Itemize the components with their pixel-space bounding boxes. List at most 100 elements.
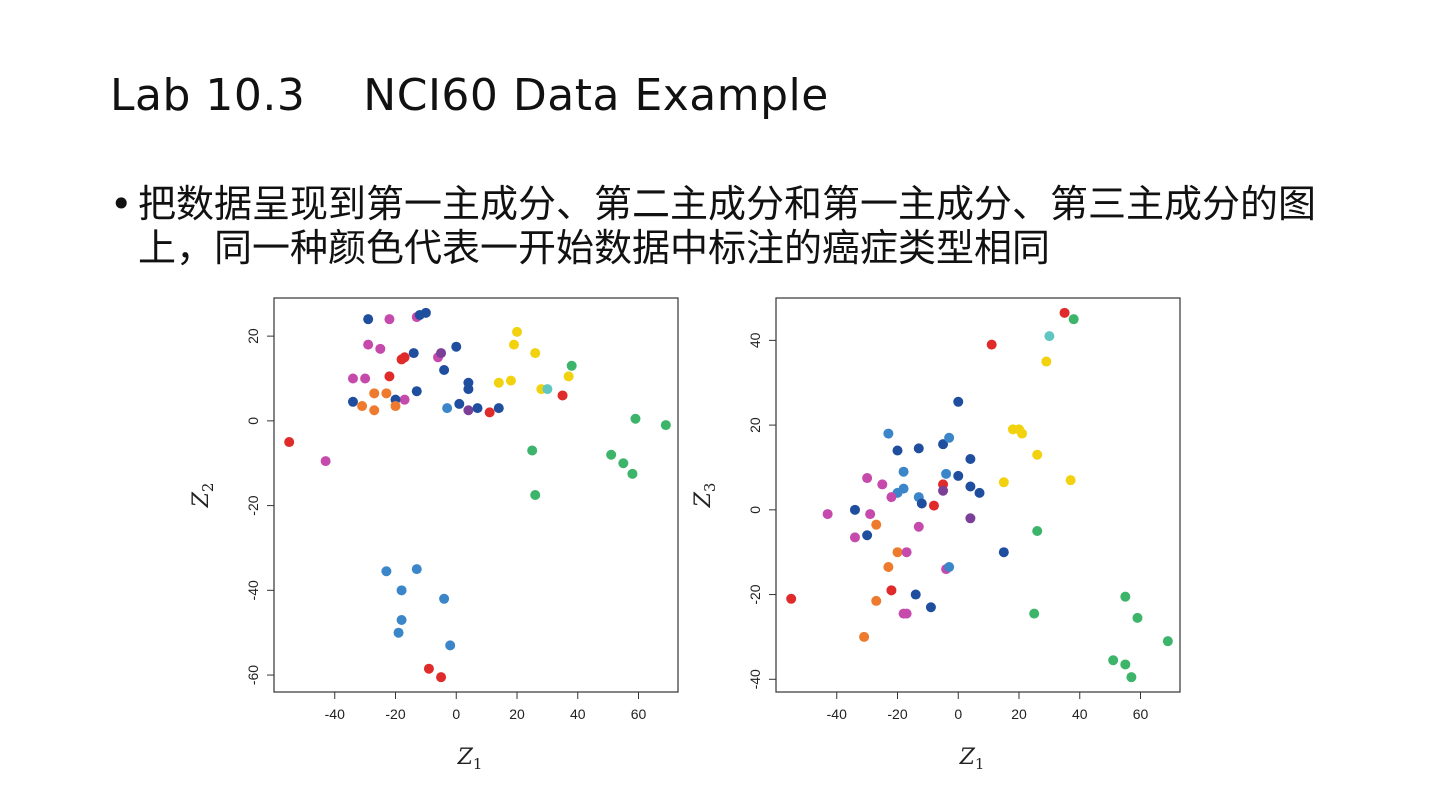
data-point	[411, 386, 422, 397]
data-point	[1032, 526, 1043, 537]
data-point	[910, 589, 921, 600]
y-tick-label: 20	[245, 328, 261, 344]
data-point	[630, 413, 641, 424]
data-point	[399, 352, 410, 363]
plot-frame	[775, 297, 1181, 693]
data-point	[493, 403, 504, 414]
data-point	[822, 509, 833, 520]
data-point	[938, 439, 949, 450]
data-point	[369, 388, 380, 399]
data-point	[862, 530, 873, 541]
data-point	[859, 631, 870, 642]
bullet-dot: •	[110, 182, 133, 226]
x-tick-label: 40	[570, 706, 586, 722]
data-point	[901, 547, 912, 558]
data-point	[493, 377, 504, 388]
data-point	[898, 466, 909, 477]
data-point	[1108, 655, 1119, 666]
data-point	[472, 403, 483, 414]
slide-title: Lab 10.3 NCI60 Data Example	[110, 70, 829, 121]
data-point	[1120, 591, 1131, 602]
y-tick-label: -20	[245, 495, 261, 515]
data-point	[849, 532, 860, 543]
y-tick-label: 20	[747, 417, 763, 433]
data-point	[454, 398, 465, 409]
data-point	[928, 500, 939, 511]
data-point	[886, 492, 897, 503]
x-axis-title: Z1	[457, 745, 483, 773]
data-point	[557, 390, 568, 401]
y-axis-title: Z3	[691, 483, 719, 509]
data-point	[1044, 331, 1055, 342]
y-tick-label: -20	[747, 584, 763, 604]
y-axis-title-main: Z	[691, 491, 716, 508]
data-point	[445, 640, 456, 651]
data-point	[1126, 672, 1137, 683]
data-point	[938, 485, 949, 496]
data-point	[786, 593, 797, 604]
data-point	[436, 672, 447, 683]
data-point	[998, 547, 1009, 558]
data-point	[381, 566, 392, 577]
data-point	[941, 468, 952, 479]
x-tick-label: 0	[452, 706, 460, 722]
data-point	[566, 360, 577, 371]
data-point	[925, 602, 936, 613]
x-axis-title: Z1	[959, 745, 985, 773]
data-point	[563, 371, 574, 382]
bullet-point: • 把数据呈现到第一主成分、第二主成分和第一主成分、第三主成分的图上，同一种颜色…	[110, 182, 1330, 270]
data-point	[436, 348, 447, 359]
data-point	[369, 405, 380, 416]
data-point	[1068, 314, 1079, 325]
data-point	[877, 479, 888, 490]
data-point	[484, 407, 495, 418]
x-tick-label: -40	[827, 706, 847, 722]
data-point	[865, 509, 876, 520]
x-tick-label: -20	[385, 706, 405, 722]
data-point	[953, 396, 964, 407]
data-point	[886, 585, 897, 596]
y-tick-label: 0	[245, 417, 261, 425]
data-point	[357, 401, 368, 412]
data-point	[913, 521, 924, 532]
data-point	[627, 468, 638, 479]
y-tick-label: -60	[245, 665, 261, 685]
data-point	[381, 388, 392, 399]
data-point	[871, 595, 882, 606]
data-point	[408, 348, 419, 359]
data-point	[965, 481, 976, 492]
data-point	[527, 445, 538, 456]
data-point	[542, 384, 553, 395]
data-point	[944, 562, 955, 573]
data-point	[384, 371, 395, 382]
data-point	[1032, 449, 1043, 460]
data-point	[399, 394, 410, 405]
data-point	[420, 307, 431, 318]
data-point	[998, 477, 1009, 488]
data-point	[423, 663, 434, 674]
x-tick-label: 60	[1133, 706, 1149, 722]
data-point	[1059, 307, 1070, 318]
data-point	[953, 470, 964, 481]
data-point	[1029, 608, 1040, 619]
data-point	[396, 614, 407, 625]
data-point	[363, 314, 374, 325]
data-point	[393, 627, 404, 638]
data-point	[439, 593, 450, 604]
data-point	[320, 456, 331, 467]
data-point	[390, 401, 401, 412]
data-point	[1017, 428, 1028, 439]
x-tick-label: 0	[954, 706, 962, 722]
data-point	[1120, 659, 1131, 670]
data-point	[442, 403, 453, 414]
data-point	[1162, 636, 1173, 647]
x-tick-label: 40	[1072, 706, 1088, 722]
data-point	[530, 348, 541, 359]
y-axis-title-main: Z	[189, 491, 214, 508]
data-point	[463, 405, 474, 416]
data-point	[347, 396, 358, 407]
x-tick-label: 20	[509, 706, 525, 722]
data-point	[913, 443, 924, 454]
